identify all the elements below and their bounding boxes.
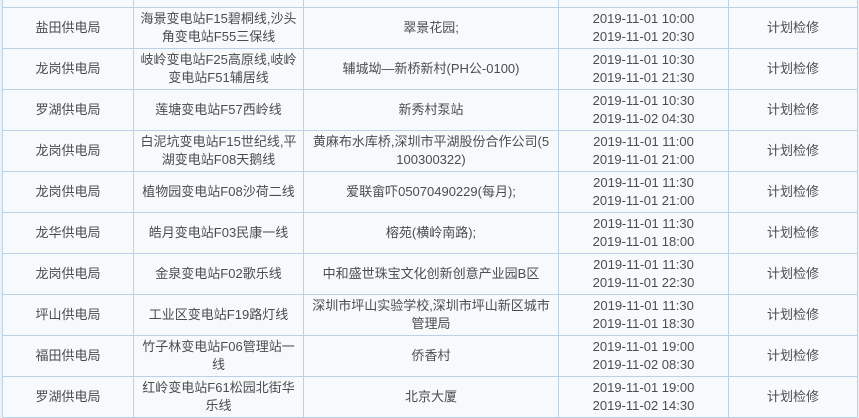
time-end: 2019-11-01 18:30 [592, 316, 695, 331]
cell-time: 2019-11-01 10:00 2019-11-01 20:30 [558, 7, 729, 49]
cell-type: 计划检修 [728, 7, 858, 49]
cell-area: 侨香村 [303, 335, 559, 377]
time-end: 2019-11-01 20:30 [592, 29, 695, 44]
table-row: 盐田供电局 海景变电站F15碧桐线,沙头角变电站F55三保线 翠景花园; 201… [2, 7, 858, 49]
cell-line: 白泥坑变电站F15世纪线,平湖变电站F08天鹅线 [133, 130, 304, 172]
table-row: 龙岗供电局 岐岭变电站F25高原线,岐岭变电站F51辅居线 辅城坳—新桥新村(P… [2, 48, 858, 90]
table-row: 罗湖供电局 莲塘变电站F57西岭线 新秀村泵站 2019-11-01 10:30… [2, 89, 858, 131]
cell-type: 计划检修 [728, 253, 858, 295]
cell-bureau: 龙华供电局 [2, 212, 134, 254]
time-start: 2019-11-01 10:30 [592, 93, 695, 108]
cell-line: 海景变电站F15碧桐线,沙头角变电站F55三保线 [133, 7, 304, 49]
time-end: 2019-11-01 21:30 [592, 70, 695, 85]
cell-time: 2019-11-01 19:00 2019-11-02 14:30 [558, 376, 729, 418]
time-end: 2019-11-02 08:30 [592, 357, 695, 372]
partial-cell [728, 0, 858, 8]
time-start: 2019-11-01 11:30 [593, 298, 694, 313]
cell-type: 计划检修 [728, 212, 858, 254]
time-end: 2019-11-01 18:00 [592, 234, 695, 249]
cell-line: 竹子林变电站F06管理站一线 [133, 335, 304, 377]
cell-type: 计划检修 [728, 130, 858, 172]
cell-line: 莲塘变电站F57西岭线 [133, 89, 304, 131]
cell-bureau: 盐田供电局 [2, 7, 134, 49]
time-end: 2019-11-01 22:30 [592, 275, 695, 290]
partial-row-top [2, 0, 858, 8]
table-row: 龙岗供电局 金泉变电站F02歌乐线 中和盛世珠宝文化创新创意产业园B区 2019… [2, 253, 858, 295]
cell-line: 金泉变电站F02歌乐线 [133, 253, 304, 295]
time-end: 2019-11-02 04:30 [592, 111, 695, 126]
cell-bureau: 龙岗供电局 [2, 130, 134, 172]
cell-time: 2019-11-01 11:30 2019-11-01 21:00 [558, 171, 729, 213]
partial-cell [303, 0, 559, 8]
cell-time: 2019-11-01 19:00 2019-11-02 08:30 [558, 335, 729, 377]
cell-type: 计划检修 [728, 294, 858, 336]
time-start: 2019-11-01 10:00 [592, 11, 695, 26]
table-row: 龙岗供电局 白泥坑变电站F15世纪线,平湖变电站F08天鹅线 黄麻布水库桥,深圳… [2, 130, 858, 172]
partial-cell [2, 0, 134, 8]
cell-area: 翠景花园; [303, 7, 559, 49]
cell-line: 植物园变电站F08沙荷二线 [133, 171, 304, 213]
time-end: 2019-11-01 21:00 [592, 193, 695, 208]
cell-area: 深圳市坪山实验学校,深圳市坪山新区城市管理局 [303, 294, 559, 336]
table-row: 罗湖供电局 红岭变电站F61松园北街华乐线 北京大厦 2019-11-01 19… [2, 376, 858, 418]
cell-area: 辅城坳—新桥新村(PH公-0100) [303, 48, 559, 90]
cell-type: 计划检修 [728, 171, 858, 213]
table-row: 龙华供电局 皓月变电站F03民康一线 榕苑(横岭南路); 2019-11-01 … [2, 212, 858, 254]
cell-bureau: 龙岗供电局 [2, 48, 134, 90]
cell-type: 计划检修 [728, 376, 858, 418]
cell-bureau: 罗湖供电局 [2, 89, 134, 131]
cell-bureau: 龙岗供电局 [2, 171, 134, 213]
cell-time: 2019-11-01 11:30 2019-11-01 18:30 [558, 294, 729, 336]
time-start: 2019-11-01 11:30 [593, 175, 694, 190]
cell-area: 中和盛世珠宝文化创新创意产业园B区 [303, 253, 559, 295]
cell-bureau: 罗湖供电局 [2, 376, 134, 418]
cell-time: 2019-11-01 10:30 2019-11-01 21:30 [558, 48, 729, 90]
time-end: 2019-11-02 14:30 [592, 398, 695, 413]
table-row: 福田供电局 竹子林变电站F06管理站一线 侨香村 2019-11-01 19:0… [2, 335, 858, 377]
cell-time: 2019-11-01 11:30 2019-11-01 18:00 [558, 212, 729, 254]
time-start: 2019-11-01 11:30 [593, 257, 694, 272]
cell-area: 北京大厦 [303, 376, 559, 418]
cell-line: 岐岭变电站F25高原线,岐岭变电站F51辅居线 [133, 48, 304, 90]
cell-line: 红岭变电站F61松园北街华乐线 [133, 376, 304, 418]
time-start: 2019-11-01 11:30 [593, 216, 694, 231]
cell-bureau: 福田供电局 [2, 335, 134, 377]
time-end: 2019-11-01 21:00 [592, 152, 695, 167]
cell-line: 皓月变电站F03民康一线 [133, 212, 304, 254]
time-start: 2019-11-01 19:00 [592, 339, 695, 354]
table-row: 坪山供电局 工业区变电站F19路灯线 深圳市坪山实验学校,深圳市坪山新区城市管理… [2, 294, 858, 336]
cell-bureau: 坪山供电局 [2, 294, 134, 336]
cell-line: 工业区变电站F19路灯线 [133, 294, 304, 336]
partial-cell [133, 0, 304, 8]
cell-time: 2019-11-01 11:30 2019-11-01 22:30 [558, 253, 729, 295]
time-start: 2019-11-01 10:30 [592, 52, 695, 67]
cell-time: 2019-11-01 10:30 2019-11-02 04:30 [558, 89, 729, 131]
cell-type: 计划检修 [728, 335, 858, 377]
time-start: 2019-11-01 19:00 [592, 380, 695, 395]
cell-time: 2019-11-01 11:00 2019-11-01 21:00 [558, 130, 729, 172]
cell-type: 计划检修 [728, 89, 858, 131]
partial-cell [558, 0, 729, 8]
time-start: 2019-11-01 11:00 [593, 134, 694, 149]
table-row: 龙岗供电局 植物园变电站F08沙荷二线 爱联畲吓05070490229(每月);… [2, 171, 858, 213]
cell-area: 新秀村泵站 [303, 89, 559, 131]
cell-type: 计划检修 [728, 48, 858, 90]
cell-bureau: 龙岗供电局 [2, 253, 134, 295]
cell-area: 黄麻布水库桥,深圳市平湖股份合作公司(5100300322) [303, 130, 559, 172]
cell-area: 爱联畲吓05070490229(每月); [303, 171, 559, 213]
cell-area: 榕苑(横岭南路); [303, 212, 559, 254]
